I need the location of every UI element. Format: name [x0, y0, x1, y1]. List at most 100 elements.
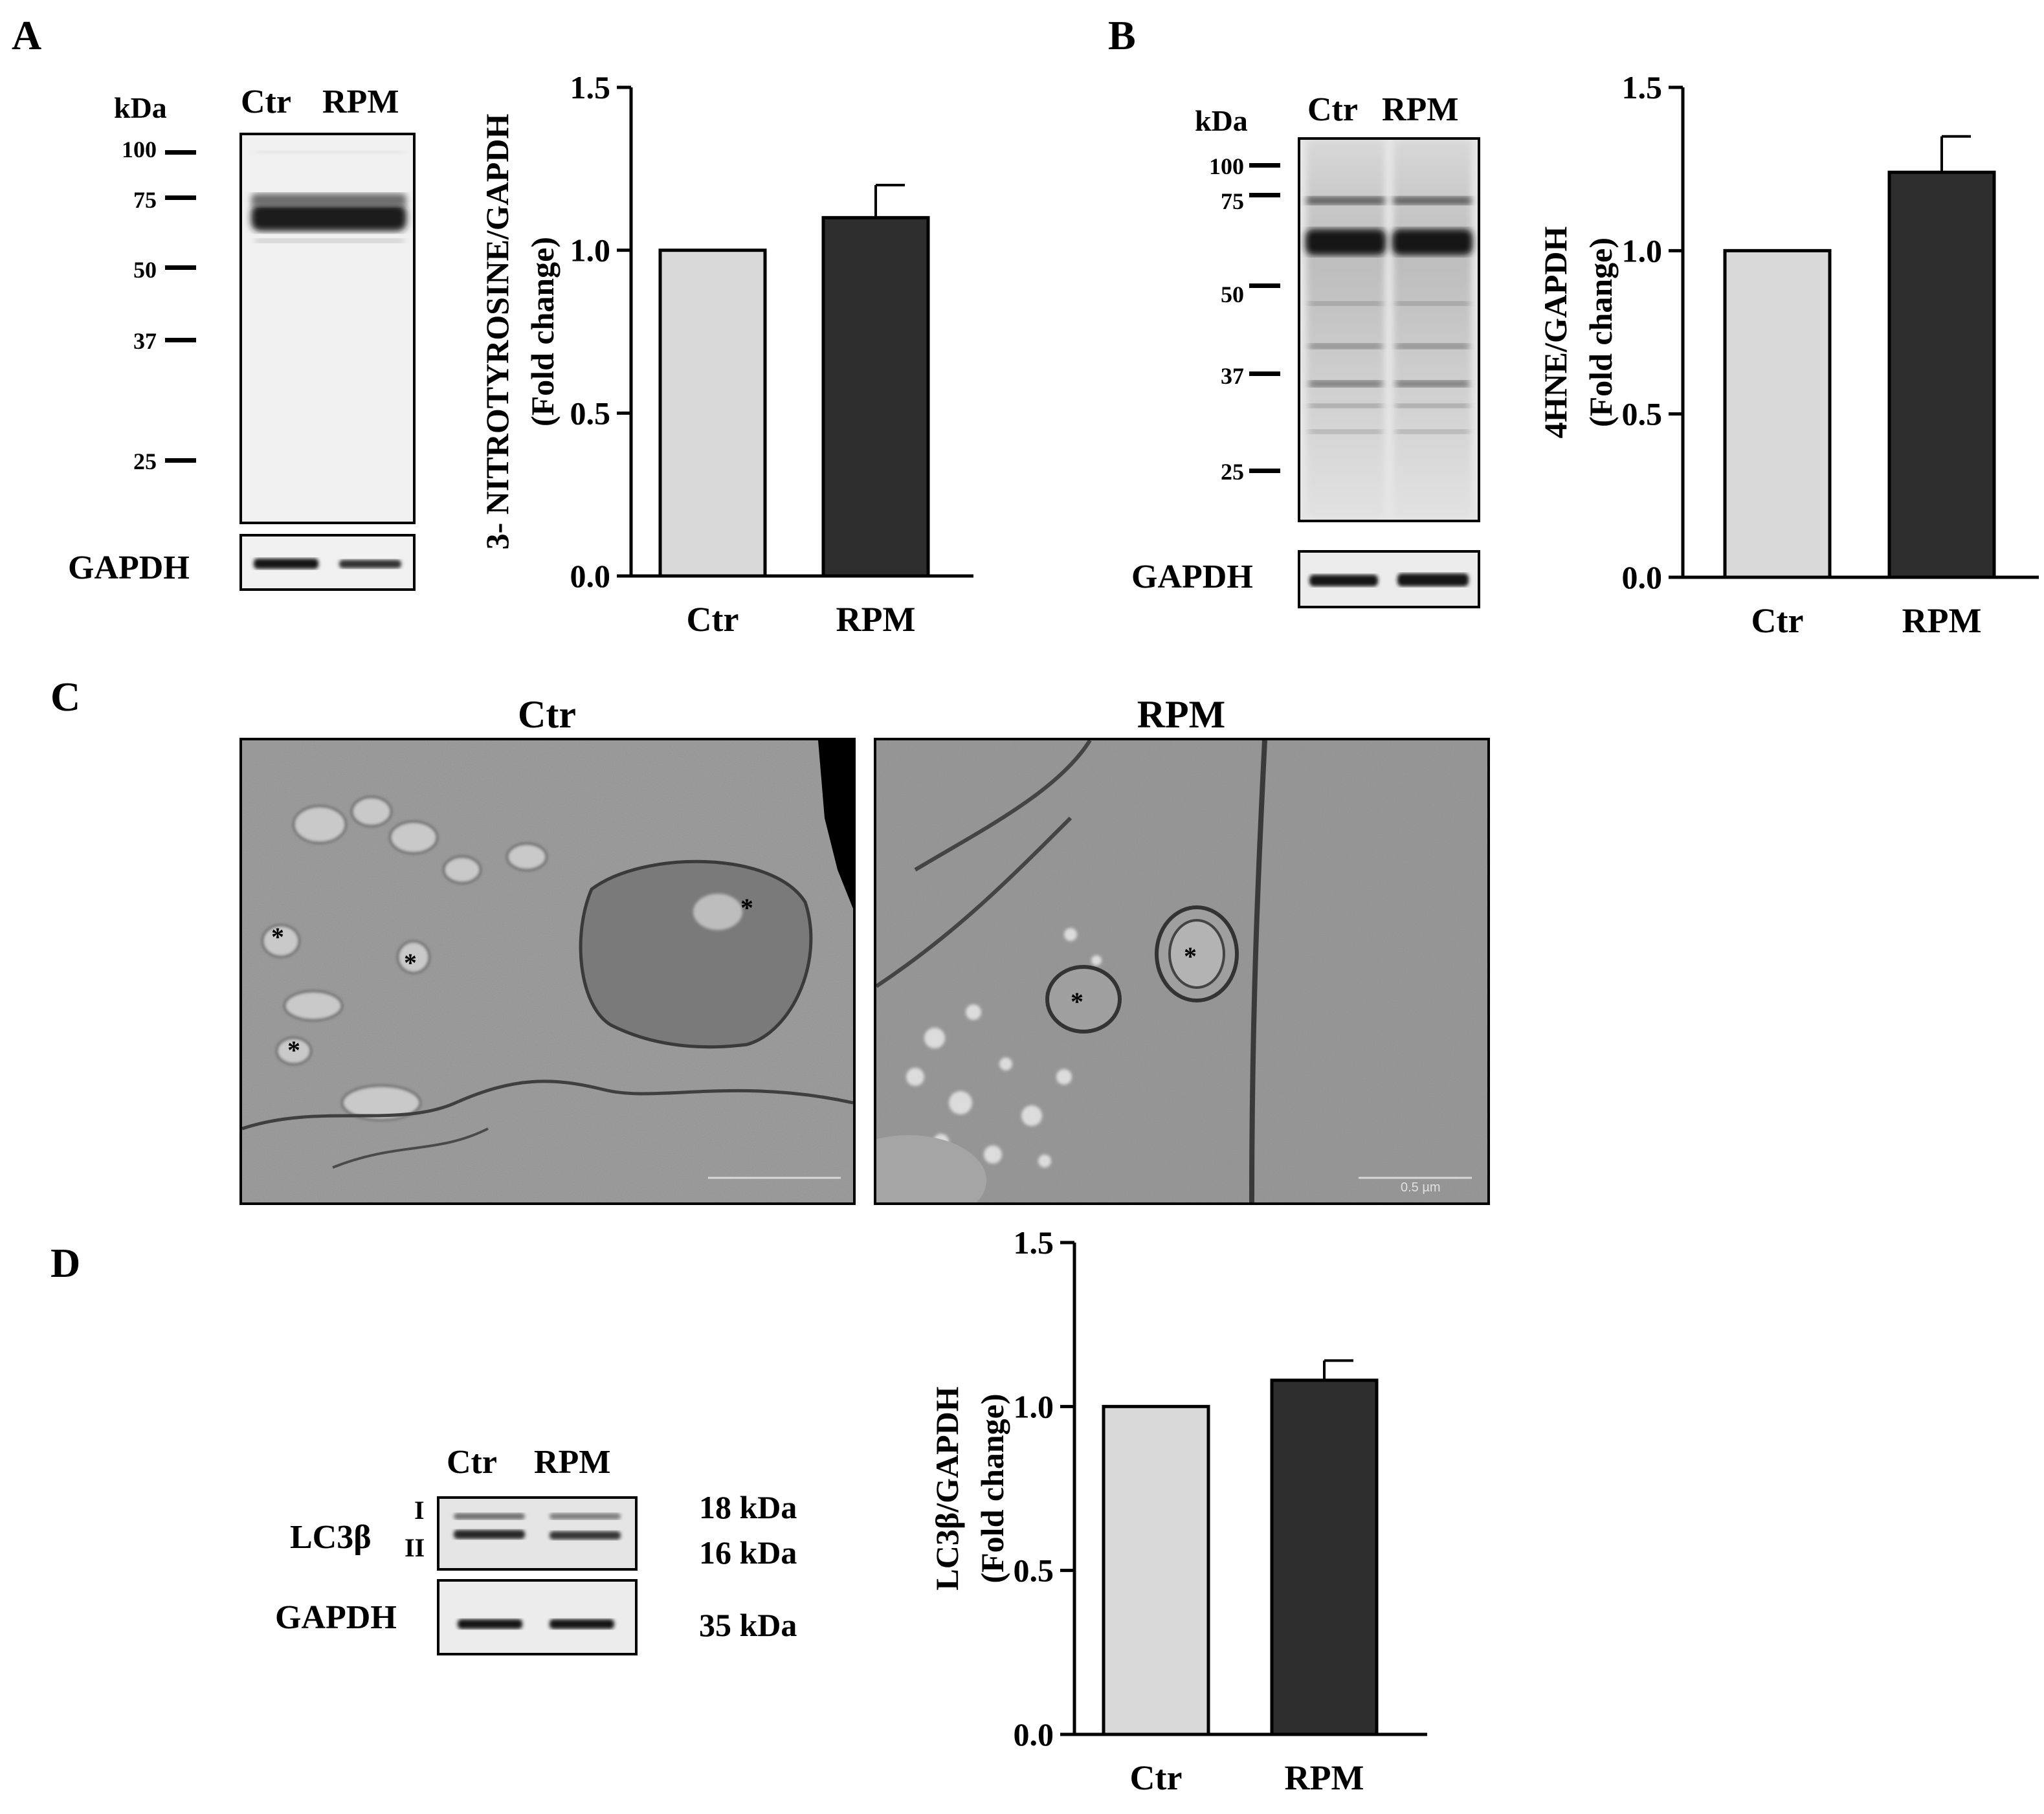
- marker-50-a: 50: [133, 257, 157, 283]
- marker-37-a: 37: [133, 328, 157, 354]
- western-blot-4hne: [1298, 137, 1480, 522]
- asterisk-marker: *: [404, 948, 417, 977]
- marker-tick-37-a: [165, 338, 196, 342]
- asterisk-marker: *: [287, 1035, 300, 1065]
- x-tick-label-ctr: Ctr: [687, 600, 739, 639]
- gapdh-bands-a: [254, 559, 401, 569]
- marker-75-a: 75: [133, 187, 157, 213]
- gapdh-label-b: GAPDH: [1131, 559, 1253, 595]
- panel-letter-c: C: [50, 674, 81, 720]
- marker-tick-25-b: [1249, 469, 1280, 473]
- lane-label-ctr-d: Ctr: [447, 1444, 497, 1481]
- lane-label-ctr-a: Ctr: [241, 83, 291, 120]
- bar-chart-lc3b: 0.0 0.5 1.0 1.5 Ctr RPM LC3β/GAPDH (Fold change…: [929, 1224, 1427, 1797]
- y-tick-label: 0.0: [1622, 559, 1663, 595]
- gapdh-bands-d: [458, 1619, 614, 1629]
- protein-label-lc3b: LC3β: [290, 1519, 372, 1556]
- y-axis-title-line1: 4HNE/GAPDH: [1537, 227, 1573, 439]
- em-texture-ctr: [242, 740, 853, 1202]
- x-tick-label-rpm: RPM: [1285, 1758, 1364, 1797]
- band-label-i: I: [414, 1496, 425, 1525]
- marker-tick-25-a: [165, 458, 196, 463]
- y-axis-title: LC3β/GAPDH (Fold change): [929, 1386, 1010, 1590]
- marker-100-a: 100: [122, 137, 157, 162]
- asterisk-marker: *: [271, 922, 284, 951]
- bar-chart-4hne: 0.0 0.5 1.0 1.5 Ctr RPM 4HNE/GAPDH (Fold change…: [1537, 69, 2039, 640]
- western-blot-gapdh-a: [239, 534, 416, 591]
- blot-bands-a: [242, 135, 413, 522]
- x-tick-label-ctr: Ctr: [1751, 601, 1804, 640]
- marker-tick-50-a: [165, 265, 196, 270]
- em-title-rpm: RPM: [1137, 693, 1226, 736]
- kda-header-b: kDa: [1195, 104, 1248, 137]
- y-axis-title-line2: (Fold change): [1583, 238, 1619, 427]
- lane-label-ctr-b: Ctr: [1307, 91, 1358, 128]
- y-tick-label: 0.5: [570, 395, 611, 431]
- western-blot-lc3b: [437, 1496, 638, 1571]
- marker-25-a: 25: [133, 448, 157, 474]
- y-axis-title-line2: (Fold change): [974, 1393, 1010, 1583]
- y-axis-title-line2: (Fold change): [524, 237, 561, 426]
- y-tick-label: 1.0: [1014, 1388, 1054, 1424]
- blot-bands-b: [1305, 140, 1472, 520]
- asterisk-marker: *: [1071, 987, 1083, 1016]
- em-title-ctr: Ctr: [518, 693, 576, 736]
- lane-label-rpm-b: RPM: [1382, 91, 1459, 128]
- y-tick-label: 0.0: [1014, 1716, 1054, 1753]
- asterisk-marker: *: [740, 893, 753, 922]
- marker-tick-100-a: [165, 150, 196, 155]
- marker-25-b: 25: [1221, 459, 1244, 485]
- size-label-16kda: 16 kDa: [699, 1534, 797, 1571]
- marker-75-b: 75: [1221, 188, 1244, 214]
- lc3b-bands: [454, 1513, 621, 1540]
- western-blot-gapdh-d: [437, 1579, 638, 1655]
- kda-header-a: kDa: [114, 91, 167, 124]
- band-label-ii: II: [405, 1533, 425, 1562]
- marker-100-b: 100: [1209, 153, 1244, 179]
- y-axis-title-line1: LC3β/GAPDH: [929, 1386, 965, 1590]
- em-texture-rpm: [876, 740, 1487, 1202]
- marker-50-b: 50: [1221, 282, 1244, 307]
- bar-rpm: [1887, 170, 1996, 579]
- bar-rpm: [821, 216, 930, 578]
- y-tick-label: 0.5: [1622, 396, 1663, 432]
- y-axis-title: 4HNE/GAPDH (Fold change): [1537, 227, 1619, 439]
- lane-label-rpm-a: RPM: [322, 83, 399, 120]
- asterisk-marker: *: [1184, 942, 1197, 971]
- y-tick-label: 1.0: [1622, 232, 1663, 269]
- size-label-18kda: 18 kDa: [699, 1489, 797, 1525]
- marker-tick-75-b: [1249, 193, 1280, 197]
- panel-letter-d: D: [50, 1240, 81, 1286]
- em-image-rpm: * * 0.5 µm: [874, 738, 1490, 1205]
- marker-tick-50-b: [1249, 283, 1280, 288]
- marker-tick-100-b: [1249, 163, 1280, 168]
- y-axis-title: 3- NITROTYROSINE/GAPDH (Fold change): [479, 114, 561, 550]
- size-label-35kda: 35 kDa: [699, 1607, 797, 1643]
- lane-label-rpm-d: RPM: [534, 1444, 611, 1481]
- marker-37-b: 37: [1221, 363, 1244, 389]
- y-tick-label: 0.5: [1014, 1553, 1054, 1589]
- bar-ctr: [1723, 249, 1832, 579]
- x-tick-label-rpm: RPM: [836, 600, 916, 639]
- panel-letter-b: B: [1108, 12, 1136, 58]
- western-blot-gapdh-b: [1298, 550, 1480, 608]
- marker-tick-75-a: [165, 195, 196, 200]
- panel-letter-a: A: [12, 12, 42, 58]
- y-tick-label: 1.5: [1014, 1224, 1054, 1261]
- y-axis-title-line1: 3- NITROTYROSINE/GAPDH: [479, 114, 515, 550]
- bar-chart-nitrotyrosine: 0.0 0.5 1.0 1.5 Ctr RPM 3- NITROTYROSINE/GAPDH…: [479, 69, 973, 639]
- em-image-ctr: * * * *: [239, 738, 856, 1205]
- bar-ctr: [658, 249, 767, 578]
- bar-ctr: [1102, 1404, 1210, 1736]
- bar-rpm: [1270, 1378, 1379, 1736]
- y-tick-label: 1.5: [1622, 69, 1663, 105]
- x-tick-label-rpm: RPM: [1902, 601, 1982, 640]
- gapdh-label-d: GAPDH: [275, 1599, 397, 1636]
- western-blot-nitrotyrosine: [239, 133, 416, 524]
- gapdh-bands-b: [1309, 573, 1469, 586]
- y-tick-label: 0.0: [570, 558, 611, 594]
- scale-bar-label: 0.5 µm: [1401, 1180, 1441, 1195]
- marker-tick-37-b: [1249, 371, 1280, 376]
- x-tick-label-ctr: Ctr: [1130, 1758, 1183, 1797]
- y-tick-label: 1.0: [570, 232, 611, 269]
